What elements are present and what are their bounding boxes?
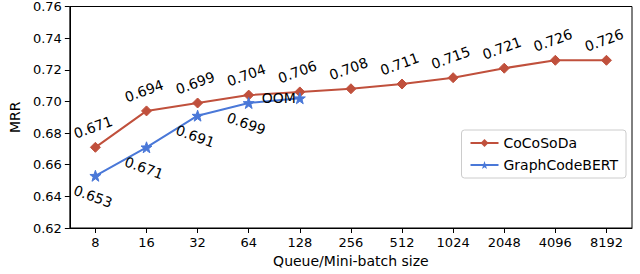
svg-text:16: 16 bbox=[138, 235, 155, 250]
svg-text:0.62: 0.62 bbox=[33, 221, 62, 236]
svg-text:0.64: 0.64 bbox=[33, 189, 62, 204]
svg-text:64: 64 bbox=[240, 235, 257, 250]
svg-text:4096: 4096 bbox=[539, 235, 572, 250]
svg-text:Queue/Mini-batch size: Queue/Mini-batch size bbox=[273, 253, 429, 269]
svg-text:0.70: 0.70 bbox=[33, 94, 62, 109]
svg-text:0.715: 0.715 bbox=[429, 43, 472, 72]
svg-text:256: 256 bbox=[339, 235, 364, 250]
svg-text:0.74: 0.74 bbox=[33, 31, 62, 46]
svg-text:MRR: MRR bbox=[7, 101, 23, 133]
svg-text:0.72: 0.72 bbox=[33, 62, 62, 77]
svg-text:0.699: 0.699 bbox=[225, 109, 268, 138]
svg-text:0.653: 0.653 bbox=[71, 182, 114, 211]
svg-text:0.708: 0.708 bbox=[327, 54, 370, 83]
svg-text:0.699: 0.699 bbox=[174, 69, 217, 98]
svg-text:0.721: 0.721 bbox=[480, 34, 523, 63]
svg-text:128: 128 bbox=[287, 235, 312, 250]
svg-text:0.726: 0.726 bbox=[582, 26, 625, 55]
svg-text:CoCoSoDa: CoCoSoDa bbox=[504, 135, 577, 151]
svg-text:OOM: OOM bbox=[262, 90, 296, 106]
svg-text:0.671: 0.671 bbox=[71, 113, 114, 142]
svg-text:0.66: 0.66 bbox=[33, 157, 62, 172]
svg-text:0.694: 0.694 bbox=[123, 76, 166, 105]
svg-text:1024: 1024 bbox=[437, 235, 470, 250]
svg-text:0.68: 0.68 bbox=[33, 126, 62, 141]
svg-text:0.711: 0.711 bbox=[378, 50, 421, 79]
svg-text:0.691: 0.691 bbox=[174, 122, 217, 151]
svg-text:8192: 8192 bbox=[590, 235, 623, 250]
svg-text:GraphCodeBERT: GraphCodeBERT bbox=[504, 157, 619, 173]
svg-text:2048: 2048 bbox=[488, 235, 521, 250]
svg-text:0.706: 0.706 bbox=[276, 57, 319, 86]
svg-text:0.671: 0.671 bbox=[123, 154, 166, 183]
svg-text:0.704: 0.704 bbox=[225, 61, 268, 90]
svg-text:0.726: 0.726 bbox=[531, 26, 574, 55]
svg-text:0.76: 0.76 bbox=[33, 0, 62, 14]
svg-text:32: 32 bbox=[189, 235, 206, 250]
svg-text:512: 512 bbox=[390, 235, 415, 250]
svg-text:8: 8 bbox=[91, 235, 99, 250]
